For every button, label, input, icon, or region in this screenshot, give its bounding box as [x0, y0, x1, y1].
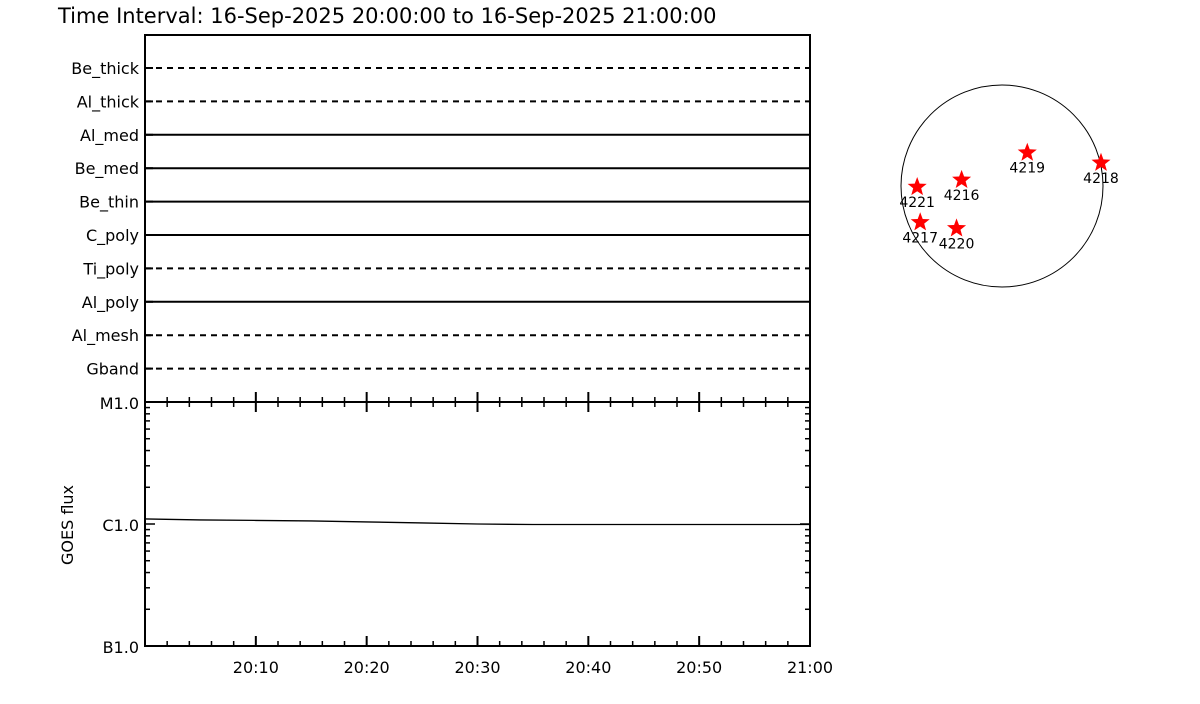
active-region-label: 4220: [939, 236, 975, 252]
active-region-label: 4216: [944, 188, 980, 204]
filter-label: Be_thin: [79, 193, 139, 213]
chart-title: Time Interval: 16-Sep-2025 20:00:00 to 1…: [57, 4, 716, 28]
filter-label: Al_med: [80, 126, 139, 146]
y-tick-label: B1.0: [103, 638, 139, 657]
x-tick-label: 20:50: [676, 658, 722, 677]
active-region-star-4220: [947, 218, 967, 237]
filter-label: Be_med: [75, 159, 139, 179]
active-region-label: 4221: [899, 195, 935, 211]
active-region-label: 4219: [1009, 161, 1045, 177]
active-region-star-4217: [910, 212, 930, 231]
goes-flux-line: [144, 518, 810, 526]
active-region-label: 4217: [902, 230, 938, 246]
filter-label: Be_thick: [71, 59, 139, 79]
filter-label: C_poly: [86, 226, 139, 246]
active-region-label: 4218: [1083, 171, 1119, 187]
x-tick-label: 20:30: [454, 658, 500, 677]
active-region-star-4219: [1017, 142, 1037, 161]
goes-panel: 20:10 20:20 20:30 20:40 20:50 21:00 B1.0 C1.0 M1…: [58, 392, 833, 677]
solar-disk-panel: 4219 4218 4221 4216 4217 4220: [899, 84, 1119, 288]
filter-label: Al_thick: [77, 92, 140, 112]
y-tick-label: M1.0: [100, 394, 139, 413]
x-tick-label: 20:40: [565, 658, 611, 677]
active-region-star-4216: [952, 169, 972, 188]
x-tick-label: 20:10: [233, 658, 279, 677]
x-tick-label: 20:20: [344, 658, 390, 677]
filter-frame: [144, 34, 811, 403]
filter-label: Al_poly: [82, 293, 139, 313]
active-region-star-4221: [907, 177, 927, 196]
x-tick-label: 21:00: [787, 658, 833, 677]
filter-label: Gband: [86, 360, 139, 379]
filter-panel: Be_thick Al_thick Al_med Be_med Be_thin C_pol…: [71, 34, 811, 403]
solar-limb: [900, 84, 1104, 288]
y-tick-label: C1.0: [102, 516, 139, 535]
active-region-star-4218: [1091, 152, 1111, 171]
y-axis-label: GOES flux: [58, 485, 77, 565]
filter-label: Ti_poly: [82, 259, 139, 279]
filter-label: Al_mesh: [72, 326, 139, 346]
